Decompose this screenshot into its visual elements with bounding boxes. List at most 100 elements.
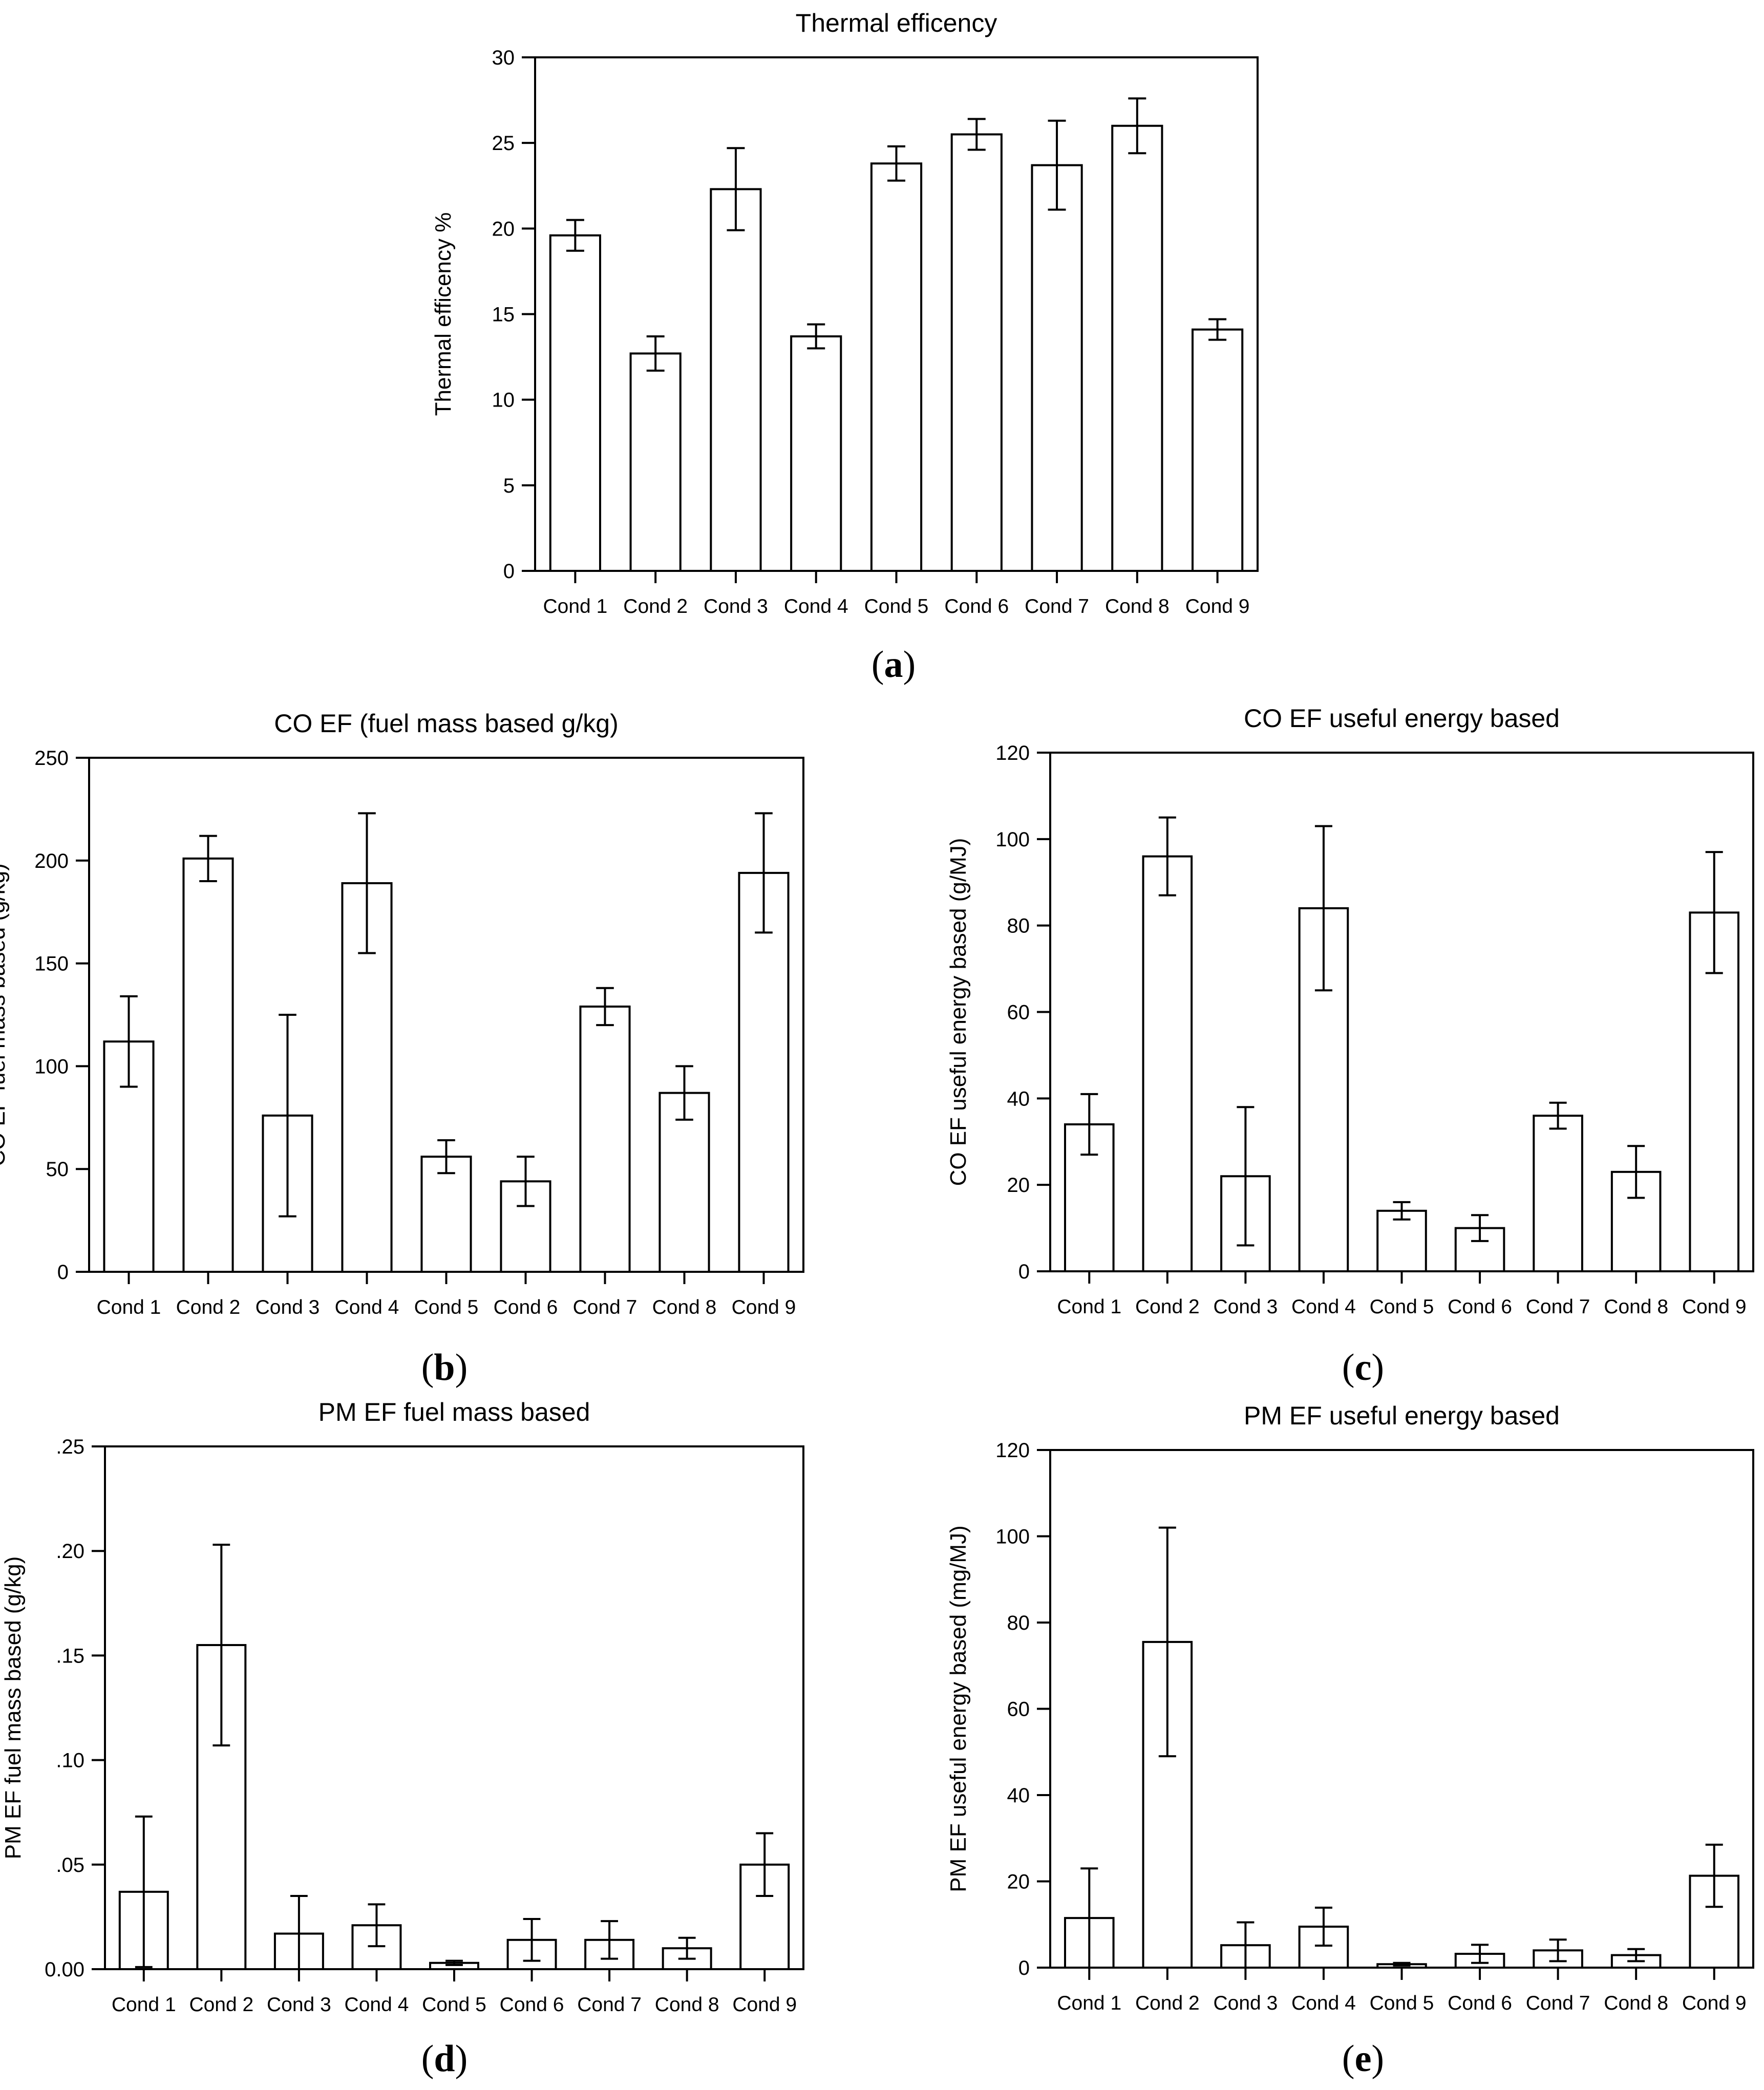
chart-title: PM EF fuel mass based bbox=[318, 1398, 590, 1426]
bar bbox=[629, 352, 682, 572]
y-tick-label: 100 bbox=[995, 1526, 1030, 1548]
x-tick-label: Cond 4 bbox=[1291, 1296, 1356, 1318]
y-tick-label: 0 bbox=[57, 1261, 69, 1284]
x-tick-label: Cond 1 bbox=[1057, 1992, 1121, 2014]
x-tick-label: Cond 3 bbox=[1214, 1296, 1278, 1318]
x-tick-label: Cond 3 bbox=[267, 1994, 331, 2016]
panel-caption: (e) bbox=[1342, 2038, 1384, 2080]
x-tick-label: Cond 7 bbox=[1526, 1992, 1590, 2014]
y-tick-label: 50 bbox=[46, 1158, 69, 1181]
bar bbox=[549, 234, 601, 572]
bar bbox=[950, 133, 1003, 572]
x-tick-label: Cond 1 bbox=[112, 1994, 176, 2016]
y-tick-label: 80 bbox=[1007, 915, 1030, 937]
caption-open-paren: ( bbox=[421, 2038, 434, 2080]
panel-caption: (b) bbox=[421, 1347, 467, 1389]
x-tick-label: Cond 4 bbox=[1291, 1992, 1356, 2014]
x-tick-label: Cond 1 bbox=[97, 1296, 161, 1318]
x-tick-label: Cond 7 bbox=[577, 1994, 642, 2016]
caption-letter: b bbox=[434, 1347, 455, 1389]
y-tick-label: 0 bbox=[1018, 1957, 1030, 1979]
caption-close-paren: ) bbox=[1371, 1347, 1384, 1389]
x-tick-label: Cond 5 bbox=[414, 1296, 479, 1318]
x-tick-label: Cond 8 bbox=[1604, 1296, 1668, 1318]
x-tick-label: Cond 8 bbox=[1105, 595, 1170, 617]
x-tick-label: Cond 5 bbox=[1370, 1296, 1434, 1318]
panel-caption: (a) bbox=[872, 644, 916, 686]
x-tick-label: Cond 2 bbox=[623, 595, 688, 617]
x-tick-label: Cond 9 bbox=[1185, 595, 1250, 617]
bar bbox=[1192, 328, 1244, 572]
y-axis-label: PM EF fuel mass based (g/kg) bbox=[1, 1556, 26, 1860]
x-tick-label: Cond 6 bbox=[494, 1296, 558, 1318]
x-tick-label: Cond 1 bbox=[543, 595, 608, 617]
y-tick-label: 200 bbox=[34, 850, 69, 872]
chart-title: Thermal efficency bbox=[796, 9, 997, 37]
y-tick-label: 15 bbox=[492, 304, 515, 326]
y-tick-label: 0.00 bbox=[45, 1958, 84, 1981]
charts-layer: Thermal efficency 0 5 10 15 20 25 30 Thermal eff… bbox=[0, 9, 1754, 2080]
caption-close-paren: ) bbox=[903, 644, 916, 686]
x-tick-label: Cond 7 bbox=[1526, 1296, 1590, 1318]
x-tick-label: Cond 5 bbox=[1370, 1992, 1434, 2014]
y-tick-label: 5 bbox=[503, 475, 515, 497]
caption-open-paren: ( bbox=[421, 1347, 434, 1389]
bar bbox=[1533, 1115, 1583, 1273]
x-tick-label: Cond 2 bbox=[1135, 1992, 1200, 2014]
x-tick-label: Cond 8 bbox=[655, 1994, 719, 2016]
chart-title: CO EF (fuel mass based g/kg) bbox=[274, 709, 618, 738]
y-tick-label: 40 bbox=[1007, 1087, 1030, 1110]
chart-panel-2: CO EF (fuel mass based g/kg) 0 50 100 150 200… bbox=[0, 709, 804, 1389]
bar bbox=[710, 188, 762, 572]
y-tick-label: 100 bbox=[995, 828, 1030, 851]
caption-close-paren: ) bbox=[1371, 2038, 1384, 2080]
x-tick-label: Cond 3 bbox=[704, 595, 768, 617]
x-tick-label: Cond 9 bbox=[732, 1994, 797, 2016]
y-axis-label: Thermal efficency % bbox=[431, 212, 456, 416]
y-tick-label: .05 bbox=[56, 1854, 84, 1876]
y-tick-label: 120 bbox=[995, 1439, 1030, 1462]
bar bbox=[579, 1005, 631, 1273]
y-tick-label: 40 bbox=[1007, 1784, 1030, 1807]
y-tick-label: 20 bbox=[492, 218, 515, 240]
x-tick-label: Cond 5 bbox=[422, 1994, 486, 2016]
y-axis-label: PM EF useful energy based (mg/MJ) bbox=[946, 1525, 971, 1892]
x-tick-label: Cond 5 bbox=[864, 595, 929, 617]
y-axis-label: CO EF fuel mass based (g/kg) bbox=[0, 863, 10, 1166]
caption-letter: a bbox=[884, 644, 903, 686]
x-tick-label: Cond 2 bbox=[1135, 1296, 1200, 1318]
x-tick-label: Cond 2 bbox=[176, 1296, 241, 1318]
caption-open-paren: ( bbox=[1342, 1347, 1355, 1389]
y-tick-label: .10 bbox=[56, 1750, 84, 1772]
x-tick-label: Cond 8 bbox=[1604, 1992, 1668, 2014]
caption-letter: c bbox=[1355, 1347, 1372, 1389]
bar bbox=[1111, 124, 1163, 572]
chart-panel-1: Thermal efficency 0 5 10 15 20 25 30 Thermal eff… bbox=[431, 9, 1259, 686]
x-tick-label: Cond 2 bbox=[189, 1994, 253, 2016]
y-tick-label: .15 bbox=[56, 1645, 84, 1667]
y-tick-label: 0 bbox=[1018, 1261, 1030, 1283]
y-tick-label: 120 bbox=[995, 742, 1030, 764]
bar bbox=[870, 162, 923, 572]
x-tick-label: Cond 7 bbox=[1025, 595, 1089, 617]
caption-letter: d bbox=[434, 2038, 455, 2080]
y-tick-label: 20 bbox=[1007, 1174, 1030, 1197]
x-tick-label: Cond 1 bbox=[1057, 1296, 1121, 1318]
y-tick-label: .20 bbox=[56, 1540, 84, 1563]
x-tick-label: Cond 8 bbox=[652, 1296, 717, 1318]
bar bbox=[1031, 164, 1083, 572]
x-tick-label: Cond 4 bbox=[335, 1296, 399, 1318]
y-tick-label: 80 bbox=[1007, 1612, 1030, 1634]
y-tick-label: 30 bbox=[492, 47, 515, 69]
x-tick-label: Cond 6 bbox=[944, 595, 1009, 617]
x-tick-label: Cond 6 bbox=[500, 1994, 564, 2016]
caption-close-paren: ) bbox=[455, 2038, 468, 2080]
caption-letter: e bbox=[1355, 2038, 1372, 2080]
caption-open-paren: ( bbox=[1342, 2038, 1355, 2080]
panel-caption: (c) bbox=[1342, 1347, 1384, 1389]
bar bbox=[658, 1092, 710, 1273]
y-tick-label: 60 bbox=[1007, 1001, 1030, 1024]
y-tick-label: 150 bbox=[34, 953, 69, 975]
y-tick-label: 25 bbox=[492, 132, 515, 155]
